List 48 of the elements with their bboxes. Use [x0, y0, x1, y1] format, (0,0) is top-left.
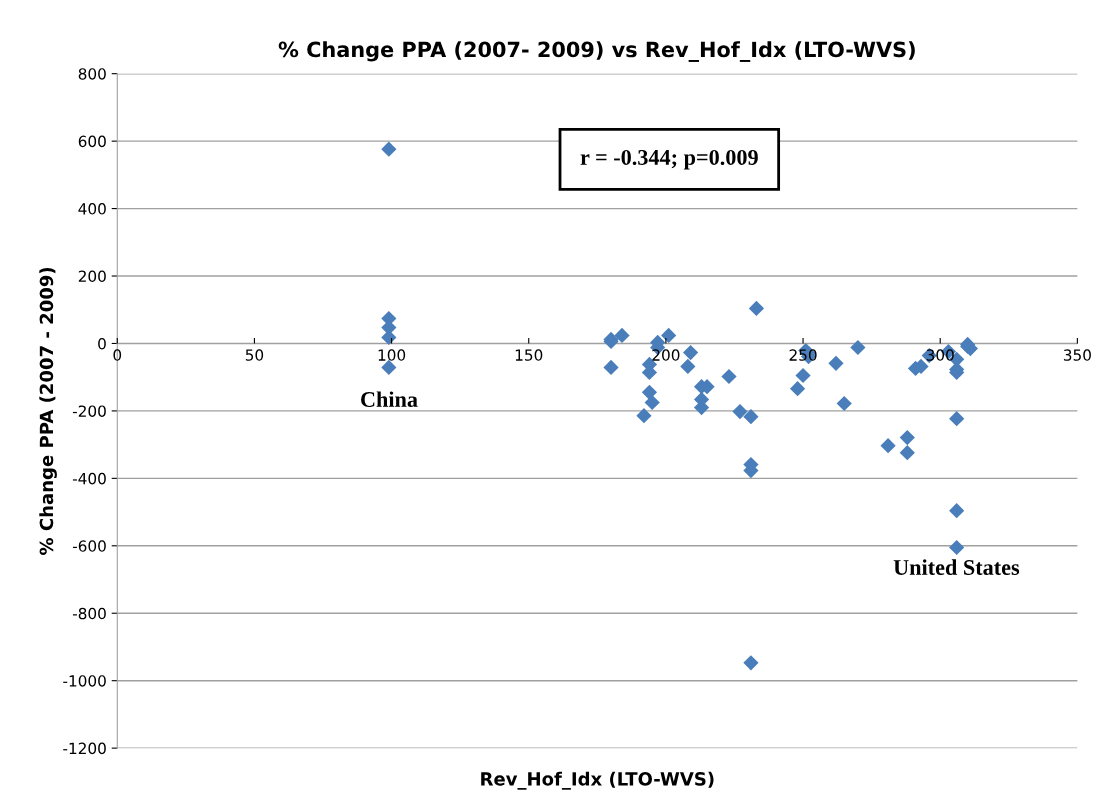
- x-tick-label: 200: [652, 349, 680, 361]
- x-tick-label: 50: [245, 349, 264, 361]
- y-tick-label: 0: [98, 337, 106, 350]
- point: [880, 438, 896, 454]
- y-axis-title: % Change PPA (2007 - 2009): [39, 267, 57, 555]
- y-tick-label: 600: [78, 135, 106, 148]
- point: [743, 655, 759, 671]
- point: [682, 344, 699, 361]
- point: [949, 539, 965, 556]
- point: [381, 141, 397, 157]
- point: [828, 355, 844, 371]
- point: [949, 411, 965, 427]
- x-tick-label: 0: [113, 349, 122, 361]
- point: [899, 445, 915, 461]
- chart-title: % Change PPA (2007- 2009) vs Rev_Hof_Idx (LTO-WVS): [278, 41, 915, 62]
- y-tick-label: -1000: [63, 675, 106, 687]
- point: [614, 327, 630, 343]
- annotation: r = -0.344; p=0.009: [580, 149, 758, 170]
- x-tick-label: 150: [515, 349, 543, 361]
- x-axis-title: Rev_Hof_Idx (LTO-WVS): [481, 771, 714, 790]
- point: [836, 395, 852, 412]
- point: [850, 339, 866, 356]
- point: [795, 367, 811, 384]
- y-tick-label: 800: [78, 68, 106, 80]
- y-tick-label: -1200: [63, 742, 106, 755]
- point: [899, 429, 915, 446]
- point: [680, 358, 696, 375]
- annotation: United States: [893, 559, 1020, 575]
- x-tick-label: 100: [378, 349, 406, 361]
- y-tick-label: 200: [78, 270, 106, 283]
- point: [949, 503, 965, 519]
- x-tick-label: 350: [1063, 349, 1091, 361]
- y-tick-label: 400: [78, 203, 106, 215]
- y-tick-label: -400: [72, 472, 106, 485]
- point: [644, 394, 660, 411]
- y-tick-label: -800: [72, 607, 106, 620]
- point: [721, 368, 737, 385]
- point: [603, 359, 619, 376]
- y-tick-label: -200: [72, 405, 106, 417]
- point: [732, 403, 748, 420]
- point: [743, 409, 759, 425]
- point: [661, 327, 677, 343]
- point: [789, 381, 806, 397]
- point: [641, 384, 658, 400]
- annotation: China: [361, 391, 418, 408]
- point: [748, 300, 765, 316]
- point: [636, 408, 652, 424]
- y-tick-label: -600: [72, 540, 106, 552]
